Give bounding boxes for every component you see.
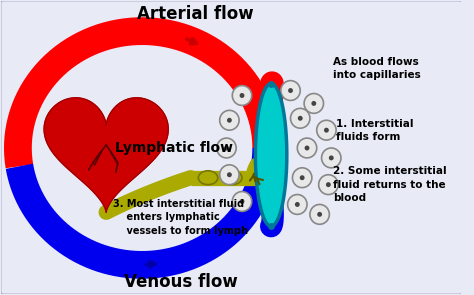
Circle shape bbox=[304, 94, 324, 113]
Ellipse shape bbox=[198, 171, 218, 185]
Circle shape bbox=[295, 202, 300, 207]
Circle shape bbox=[317, 120, 336, 140]
Circle shape bbox=[227, 118, 232, 123]
Circle shape bbox=[317, 212, 322, 217]
Circle shape bbox=[281, 81, 300, 100]
Circle shape bbox=[292, 168, 312, 188]
Circle shape bbox=[319, 175, 338, 195]
Circle shape bbox=[311, 101, 316, 106]
FancyBboxPatch shape bbox=[0, 0, 462, 295]
Circle shape bbox=[219, 165, 239, 185]
Text: 2. Some interstitial
fluid returns to the
blood: 2. Some interstitial fluid returns to th… bbox=[333, 166, 447, 203]
Ellipse shape bbox=[223, 171, 242, 185]
Text: 1. Interstitial
fluids form: 1. Interstitial fluids form bbox=[336, 119, 414, 142]
Text: 3. Most interstitial fluid
    enters lymphatic
    vessels to form lymph: 3. Most interstitial fluid enters lympha… bbox=[113, 199, 248, 235]
Circle shape bbox=[291, 108, 310, 128]
Circle shape bbox=[288, 88, 293, 93]
Circle shape bbox=[324, 128, 329, 133]
Circle shape bbox=[298, 116, 303, 121]
Text: Lymphatic flow: Lymphatic flow bbox=[115, 141, 233, 155]
Circle shape bbox=[326, 182, 331, 187]
Circle shape bbox=[224, 145, 229, 150]
Circle shape bbox=[329, 155, 334, 160]
Text: Venous flow: Venous flow bbox=[124, 273, 238, 291]
Circle shape bbox=[217, 138, 236, 158]
Circle shape bbox=[232, 86, 252, 105]
Polygon shape bbox=[255, 83, 287, 226]
Circle shape bbox=[239, 93, 245, 98]
Circle shape bbox=[219, 110, 239, 130]
Text: Arterial flow: Arterial flow bbox=[137, 5, 254, 23]
Circle shape bbox=[300, 175, 305, 180]
Circle shape bbox=[232, 191, 252, 212]
Circle shape bbox=[227, 172, 232, 177]
Circle shape bbox=[310, 204, 329, 224]
Circle shape bbox=[288, 195, 307, 214]
Circle shape bbox=[239, 199, 245, 204]
Text: As blood flows
into capillaries: As blood flows into capillaries bbox=[333, 57, 421, 80]
Circle shape bbox=[321, 148, 341, 168]
Polygon shape bbox=[44, 98, 168, 212]
Circle shape bbox=[305, 145, 310, 150]
Circle shape bbox=[297, 138, 317, 158]
